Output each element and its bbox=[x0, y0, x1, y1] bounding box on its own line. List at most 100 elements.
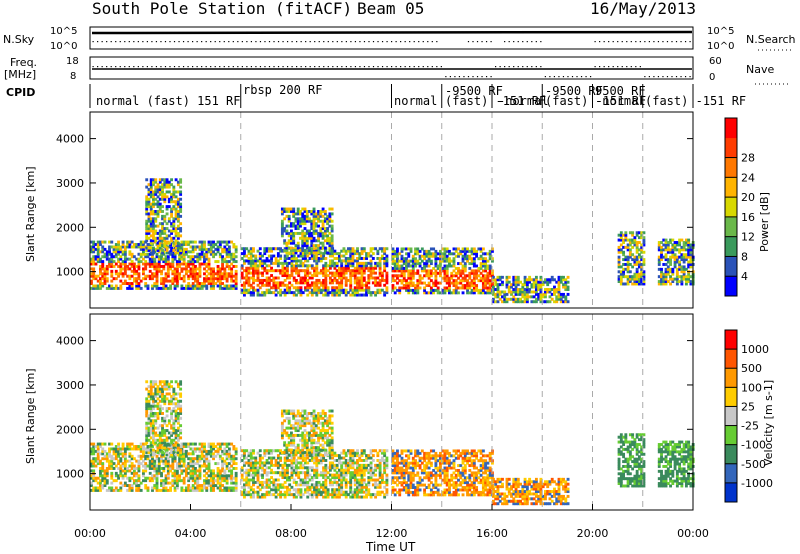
power-cell bbox=[342, 276, 346, 280]
velocity-cell bbox=[176, 419, 180, 423]
power-cell bbox=[378, 261, 382, 265]
velocity-cell bbox=[169, 488, 173, 492]
power-cell bbox=[265, 291, 269, 295]
power-cell bbox=[356, 293, 359, 297]
velocity-cell bbox=[249, 468, 253, 472]
power-cell bbox=[225, 284, 229, 288]
power-cell bbox=[216, 250, 220, 254]
power-cell bbox=[323, 251, 327, 255]
power-cell bbox=[331, 288, 335, 292]
power-cell bbox=[149, 212, 153, 216]
power-cell bbox=[155, 284, 159, 288]
power-cell bbox=[163, 195, 167, 199]
power-cell bbox=[532, 290, 536, 294]
power-cell bbox=[378, 288, 382, 292]
power-cell bbox=[640, 248, 644, 252]
power-cell bbox=[164, 277, 168, 281]
power-cell bbox=[445, 288, 449, 292]
velocity-cell bbox=[161, 431, 164, 435]
velocity-cell bbox=[153, 474, 157, 478]
power-cell bbox=[160, 269, 163, 273]
power-cell bbox=[158, 205, 162, 209]
power-cell bbox=[297, 281, 301, 285]
power-cell bbox=[673, 253, 677, 257]
velocity-cell bbox=[166, 462, 170, 466]
power-cell bbox=[642, 243, 646, 247]
power-cell bbox=[225, 240, 229, 244]
power-cell bbox=[101, 247, 105, 251]
power-cell bbox=[468, 291, 472, 295]
power-cell bbox=[669, 255, 672, 259]
power-cell bbox=[622, 272, 626, 276]
velocity-cell bbox=[203, 454, 206, 458]
power-cell bbox=[396, 249, 399, 253]
velocity-cell bbox=[110, 466, 114, 470]
power-cell bbox=[312, 229, 316, 233]
power-cell bbox=[351, 293, 355, 297]
power-cell bbox=[326, 241, 330, 245]
power-cell bbox=[328, 266, 332, 270]
power-cell bbox=[161, 210, 164, 213]
power-cell bbox=[283, 210, 287, 213]
power-cell bbox=[317, 281, 321, 285]
velocity-cell bbox=[163, 397, 167, 401]
velocity-cell bbox=[130, 462, 134, 466]
power-cell bbox=[209, 286, 213, 290]
power-cell bbox=[519, 292, 522, 296]
power-cell bbox=[110, 255, 114, 259]
power-cell bbox=[112, 255, 116, 259]
velocity-cell bbox=[180, 471, 184, 475]
power-cell bbox=[179, 210, 183, 213]
power-cell bbox=[486, 271, 490, 275]
power-cell bbox=[631, 258, 635, 262]
power-cell bbox=[123, 272, 127, 276]
power-cell bbox=[158, 239, 162, 243]
power-cell bbox=[212, 250, 215, 254]
power-cell bbox=[619, 248, 623, 252]
velocity-cell bbox=[182, 476, 186, 480]
velocity-cell bbox=[232, 462, 236, 466]
power-cell bbox=[154, 188, 158, 191]
power-cell bbox=[94, 257, 98, 261]
power-cell bbox=[371, 266, 375, 270]
velocity-cell bbox=[99, 488, 102, 492]
power-cell bbox=[463, 264, 467, 268]
power-cell bbox=[191, 264, 195, 268]
power-cell bbox=[326, 293, 330, 297]
power-cell bbox=[557, 278, 561, 282]
power-cell bbox=[203, 282, 206, 285]
power-cell bbox=[380, 276, 384, 280]
power-cell bbox=[416, 279, 420, 283]
power-cell bbox=[114, 252, 118, 256]
velocity-cell bbox=[110, 447, 114, 451]
velocity-cell bbox=[90, 452, 93, 456]
power-cell bbox=[221, 247, 225, 251]
power-cell bbox=[137, 274, 141, 278]
velocity-cell bbox=[165, 453, 169, 457]
power-cell bbox=[92, 247, 96, 251]
velocity-cell bbox=[176, 451, 180, 454]
power-cell bbox=[108, 240, 111, 244]
velocity-cell bbox=[252, 476, 255, 480]
velocity-cell bbox=[99, 442, 102, 446]
nave-dot bbox=[639, 66, 641, 68]
freq-tick-top: 18 bbox=[66, 56, 79, 67]
velocity-cell bbox=[249, 478, 253, 482]
power-cell bbox=[145, 210, 149, 213]
power-cell bbox=[617, 277, 621, 281]
power-cell bbox=[321, 224, 325, 228]
velocity-cell bbox=[101, 462, 105, 466]
power-cell bbox=[243, 261, 246, 265]
power-cell bbox=[484, 257, 488, 261]
velocity-cell bbox=[173, 474, 177, 478]
power-cell bbox=[310, 219, 314, 223]
power-cell bbox=[230, 257, 234, 261]
power-cell bbox=[525, 283, 529, 287]
velocity-cell bbox=[157, 469, 161, 473]
power-cell bbox=[664, 277, 668, 281]
power-cell bbox=[178, 262, 182, 266]
velocity-cell bbox=[156, 397, 160, 401]
power-cell bbox=[276, 261, 280, 265]
power-cell bbox=[662, 255, 666, 259]
power-cell bbox=[216, 245, 220, 249]
